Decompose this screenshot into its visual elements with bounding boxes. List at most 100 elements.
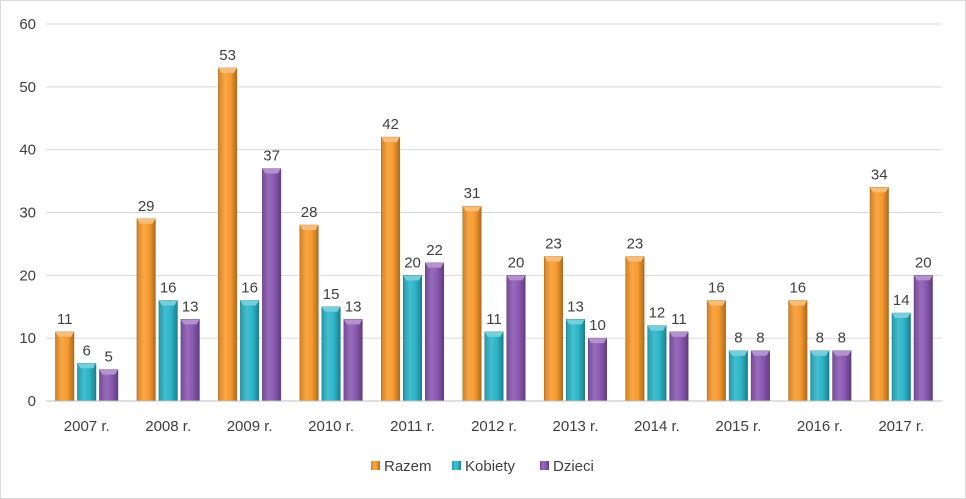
data-label: 10 <box>589 317 606 334</box>
data-label: 5 <box>105 349 113 366</box>
data-label: 23 <box>545 235 562 252</box>
bar-cap-dzieci-6 <box>588 338 607 344</box>
bar-dzieci-3 <box>343 319 363 402</box>
bar-kobiety-10 <box>891 312 911 402</box>
bar-cap-razem-1 <box>136 218 156 224</box>
data-label: 15 <box>323 286 340 303</box>
x-tick-label: 2017 r. <box>878 418 924 435</box>
bar-cap-dzieci-2 <box>262 168 281 174</box>
bar-cap-dzieci-10 <box>914 275 933 281</box>
data-label: 16 <box>789 279 806 296</box>
bar-cap-razem-9 <box>788 300 808 306</box>
bar-cap-dzieci-3 <box>343 319 363 325</box>
data-label: 34 <box>871 166 888 183</box>
bar-razem-10 <box>869 187 889 402</box>
bar-cap-razem-6 <box>544 256 563 262</box>
bar-cap-dzieci-9 <box>832 350 852 356</box>
bar-cap-kobiety-3 <box>321 306 341 312</box>
bar-razem-2 <box>218 67 238 402</box>
bar-cap-dzieci-5 <box>506 275 526 281</box>
data-label: 23 <box>627 235 644 252</box>
bar-cap-kobiety-9 <box>810 350 830 356</box>
bar-dzieci-8 <box>750 350 770 402</box>
data-label: 20 <box>508 254 525 271</box>
bar-dzieci-7 <box>669 331 689 402</box>
legend-swatch-razem <box>371 461 380 470</box>
bar-dzieci-5 <box>506 275 526 402</box>
y-tick-label: 20 <box>19 267 36 284</box>
bar-dzieci-10 <box>913 275 933 402</box>
bar-cap-dzieci-7 <box>669 331 689 337</box>
bar-kobiety-0 <box>77 363 97 402</box>
bar-razem-7 <box>625 256 645 402</box>
bar-cap-kobiety-5 <box>484 331 504 337</box>
legend: Razem Kobiety Dzieci <box>371 458 594 475</box>
bar-cap-kobiety-6 <box>566 319 585 325</box>
y-tick-label: 50 <box>19 79 36 96</box>
x-tick-label: 2008 r. <box>145 418 191 435</box>
y-tick-label: 0 <box>28 393 36 410</box>
bar-kobiety-3 <box>321 306 341 402</box>
bar-cap-razem-2 <box>218 67 237 73</box>
legend-swatch-kobiety <box>452 461 461 470</box>
bar-cap-kobiety-4 <box>403 275 422 281</box>
bar-razem-4 <box>381 136 401 402</box>
data-label: 11 <box>486 311 502 328</box>
bar-cap-dzieci-4 <box>425 262 444 268</box>
y-axis: 0 10 20 30 40 50 60 <box>19 16 36 410</box>
bar-dzieci-9 <box>832 350 852 402</box>
x-tick-label: 2015 r. <box>715 418 761 435</box>
x-tick-label: 2012 r. <box>471 418 517 435</box>
bar-dzieci-6 <box>587 337 607 402</box>
data-label: 31 <box>464 185 481 202</box>
x-tick-label: 2009 r. <box>227 418 273 435</box>
bar-cap-dzieci-1 <box>180 319 200 325</box>
data-label: 53 <box>219 47 236 64</box>
bar-cap-razem-4 <box>381 137 400 143</box>
bar-kobiety-5 <box>484 331 504 402</box>
bar-kobiety-4 <box>403 275 423 402</box>
bar-cap-razem-5 <box>462 206 482 212</box>
data-labels: 11 6 5 29 16 13 53 16 37 28 15 13 42 20 22 31 11 20 23 13 10… <box>57 47 932 366</box>
data-label: 14 <box>893 292 910 309</box>
bar-kobiety-9 <box>810 350 830 402</box>
bar-razem-1 <box>136 218 156 402</box>
data-label: 16 <box>708 279 725 296</box>
bar-cap-kobiety-0 <box>77 363 96 369</box>
bar-cap-razem-7 <box>625 256 645 262</box>
x-tick-label: 2010 r. <box>308 418 354 435</box>
bar-dzieci-4 <box>425 262 445 402</box>
bar-kobiety-6 <box>565 319 585 402</box>
bar-cap-razem-0 <box>55 331 74 337</box>
data-label: 42 <box>382 116 399 133</box>
bar-cap-kobiety-1 <box>158 300 178 306</box>
data-label: 11 <box>671 311 687 328</box>
legend-label-razem: Razem <box>384 458 432 475</box>
bar-cap-kobiety-10 <box>892 313 911 319</box>
bar-kobiety-7 <box>647 325 667 402</box>
x-axis: 2007 r. 2008 r. 2009 r. 2010 r. 2011 r. 2012 … <box>46 400 942 435</box>
data-label: 13 <box>345 298 362 315</box>
data-label: 29 <box>138 198 155 215</box>
legend-swatch-dzieci <box>540 461 549 470</box>
bar-kobiety-8 <box>728 350 748 402</box>
bar-razem-0 <box>55 331 75 402</box>
bar-razem-9 <box>788 300 808 402</box>
legend-label-kobiety: Kobiety <box>465 458 516 475</box>
data-label: 28 <box>301 204 318 221</box>
bar-kobiety-1 <box>158 300 178 402</box>
bar-kobiety-2 <box>240 300 260 402</box>
data-label: 8 <box>838 330 846 347</box>
bar-cap-kobiety-8 <box>729 350 748 356</box>
bar-razem-5 <box>462 205 482 402</box>
x-tick-label: 2011 r. <box>390 418 435 435</box>
y-tick-label: 60 <box>19 16 36 33</box>
y-tick-label: 30 <box>19 205 36 222</box>
bar-cap-razem-8 <box>707 300 726 306</box>
gridlines <box>46 23 942 339</box>
bar-razem-6 <box>543 256 563 402</box>
bar-cap-kobiety-2 <box>240 300 259 306</box>
x-tick-label: 2013 r. <box>553 418 599 435</box>
